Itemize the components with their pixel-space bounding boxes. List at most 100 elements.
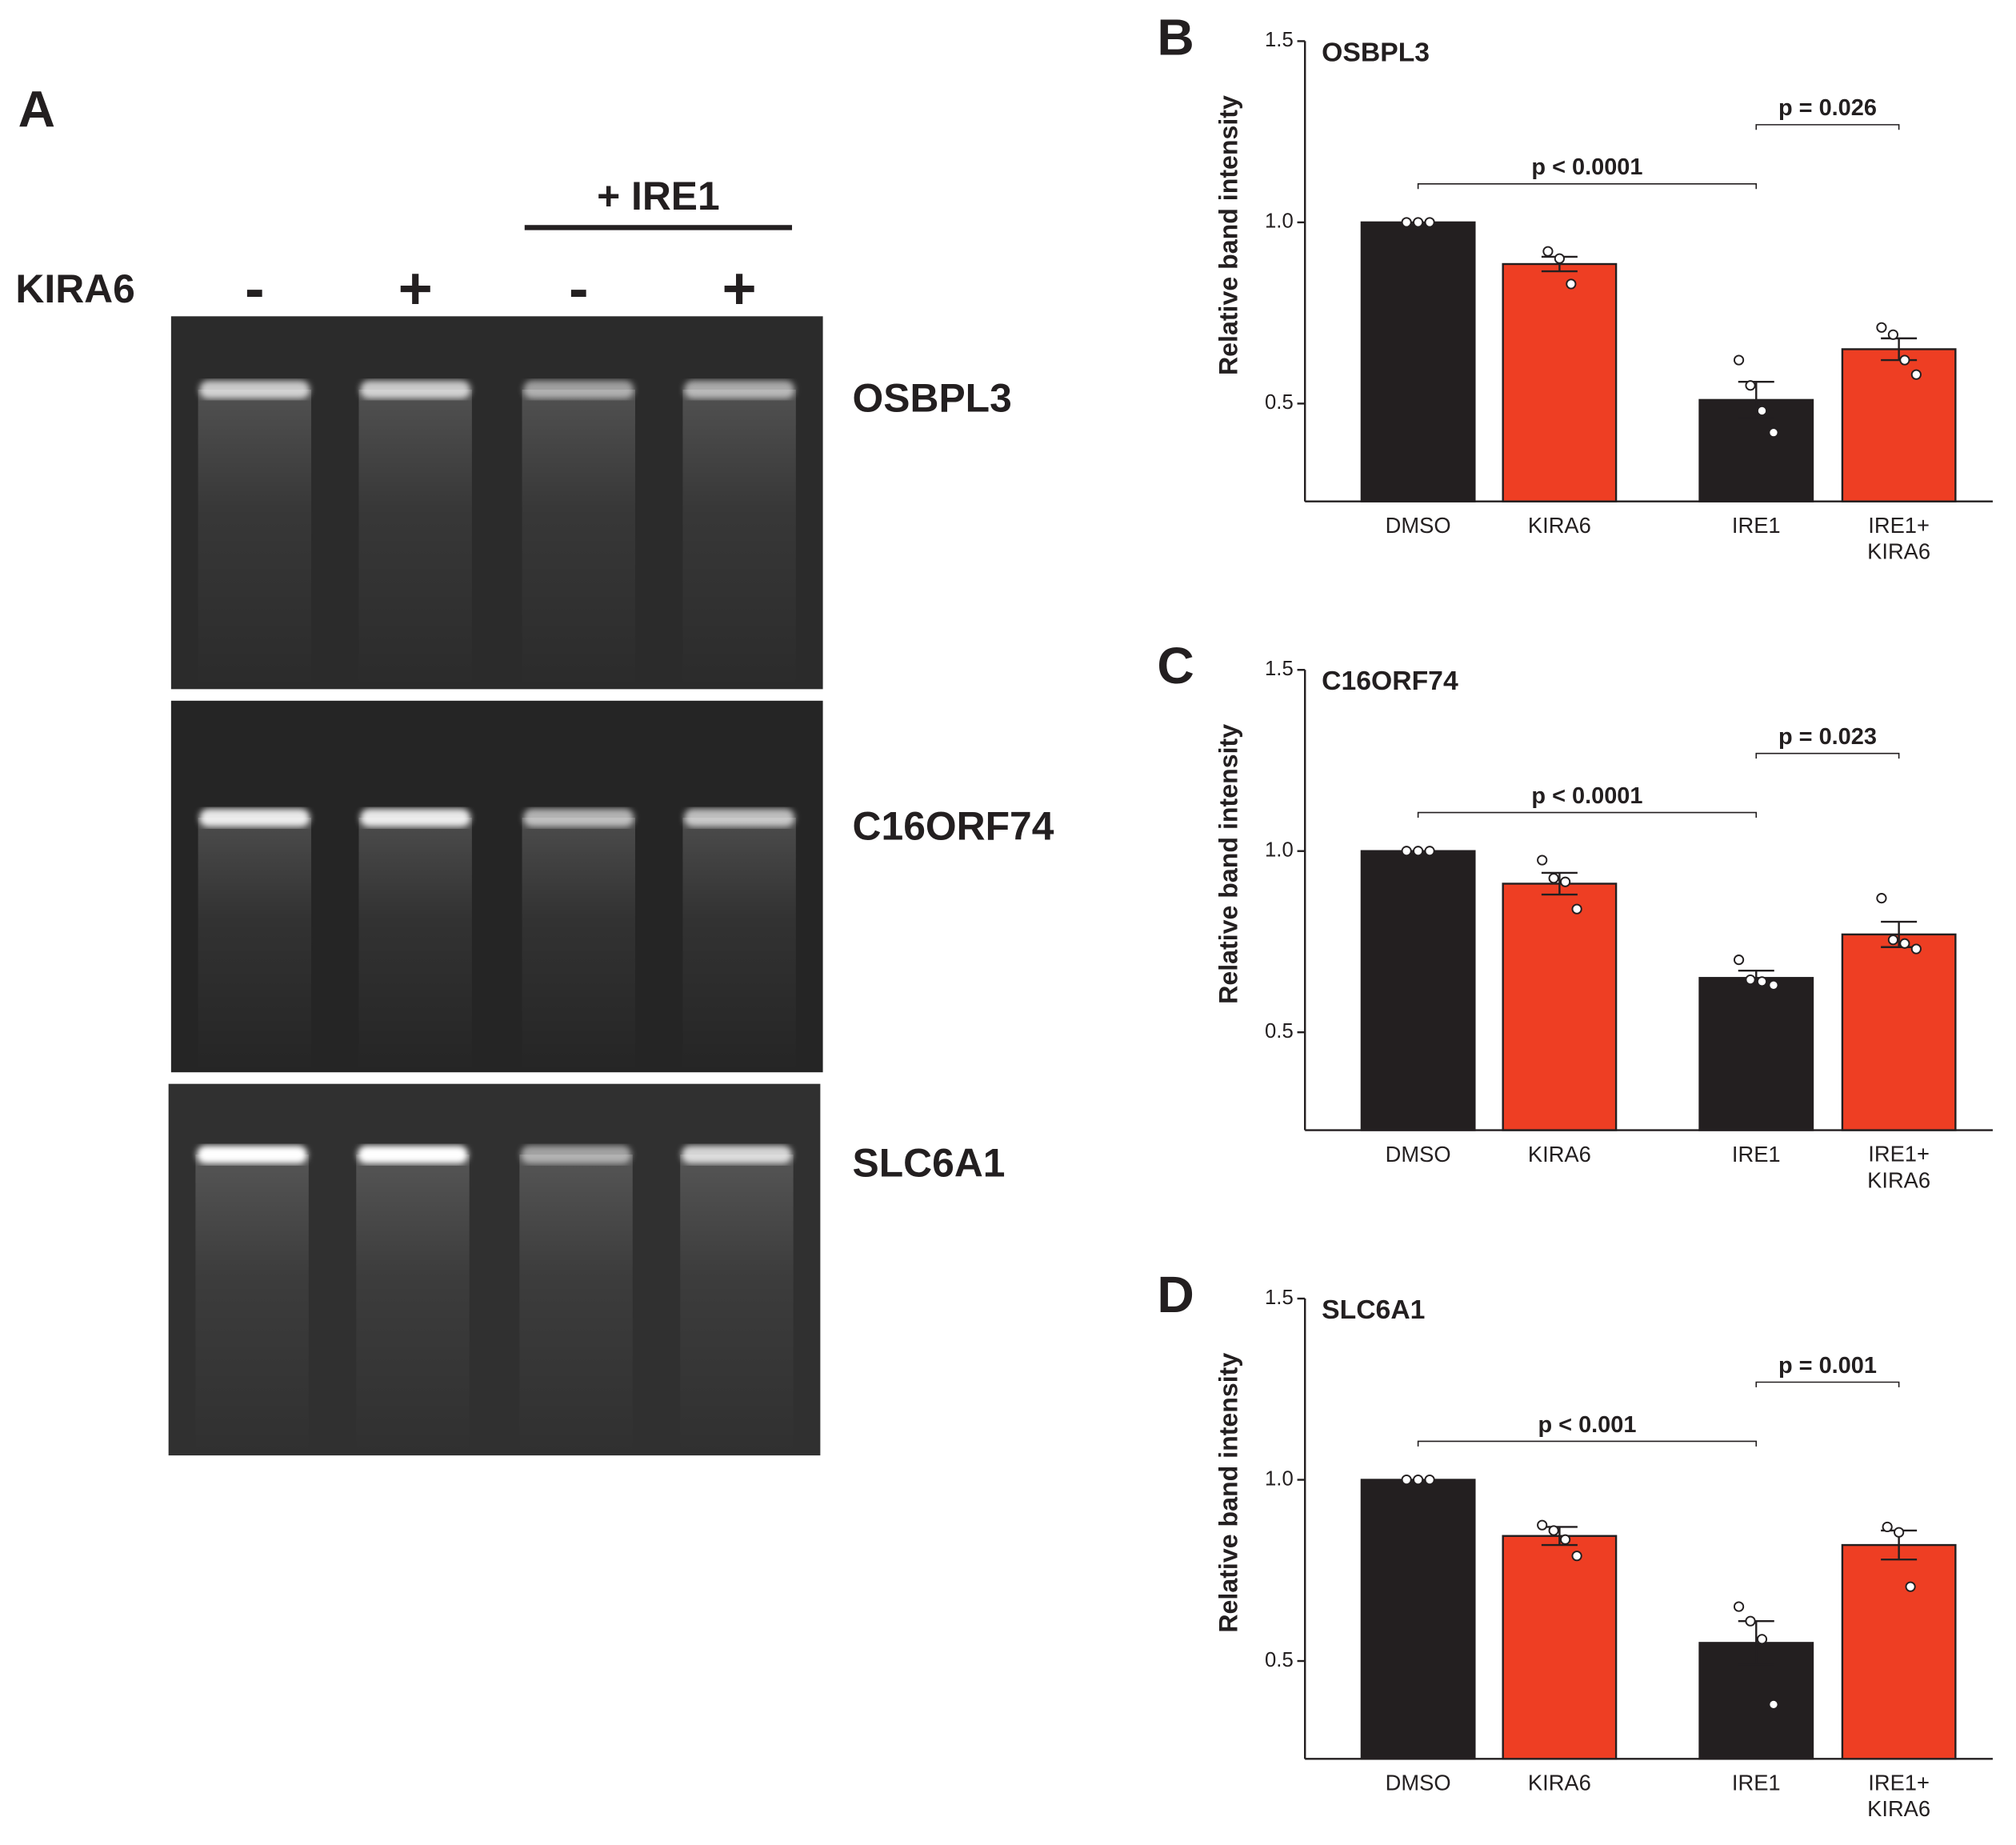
data-point: [1882, 1521, 1893, 1533]
band: [523, 380, 634, 399]
panel-letter: A: [18, 80, 55, 138]
data-point: [1733, 354, 1745, 366]
band: [199, 808, 310, 827]
lane-smear: [356, 1155, 470, 1457]
band: [523, 808, 634, 827]
p-value: p = 0.026: [1778, 95, 1877, 121]
data-point: [1733, 1601, 1745, 1612]
group-label: + IRE1: [597, 174, 720, 218]
comparison-bracket: [1755, 1381, 1900, 1387]
gel-panel: A + IRE1 KIRA6 - + - + OSBPL3 C16ORF74 SLC6A1: [15, 80, 1054, 1457]
sign: -: [245, 255, 265, 322]
panel-letter: C: [1157, 637, 1194, 694]
data-point: [1899, 354, 1910, 366]
data-point: [1424, 1474, 1435, 1486]
bar: [1698, 977, 1814, 1131]
x-tick-label: IRE1+ KIRA6: [1867, 1142, 1930, 1193]
comparison-bracket: [1755, 124, 1900, 130]
data-point: [1768, 979, 1779, 991]
data-point: [1745, 1615, 1756, 1627]
y-tick-label: 1.0: [1265, 210, 1294, 233]
data-point: [1566, 278, 1577, 290]
sign: +: [398, 255, 433, 322]
y-tick-label: 0.5: [1265, 1020, 1294, 1043]
x-tick-label: IRE1: [1732, 1771, 1781, 1795]
data-point: [1560, 1534, 1571, 1545]
y-tick-label: 1.5: [1265, 658, 1294, 680]
band: [684, 808, 795, 827]
bar: [1502, 1535, 1618, 1760]
row-label: C16ORF74: [853, 804, 1054, 849]
bar: [1360, 850, 1476, 1131]
data-point: [1424, 846, 1435, 857]
comparison-bracket: [1417, 182, 1758, 190]
treatment-label: KIRA6: [15, 266, 134, 311]
sign: +: [722, 255, 757, 322]
x-tick-label: DMSO: [1386, 513, 1451, 538]
data-point: [1768, 427, 1779, 438]
data-point: [1910, 369, 1922, 380]
sign: -: [569, 255, 589, 322]
y-tick-label: 1.0: [1265, 839, 1294, 862]
lane-smear: [522, 389, 635, 690]
y-tick-label: 1.5: [1265, 1287, 1294, 1309]
data-point: [1401, 217, 1412, 228]
p-value: p < 0.0001: [1531, 154, 1642, 180]
data-point: [1560, 876, 1571, 887]
data-point: [1571, 1551, 1582, 1562]
data-point: [1876, 322, 1887, 333]
bar: [1502, 262, 1618, 502]
comparison-bracket: [1755, 752, 1900, 759]
data-point: [1424, 217, 1435, 228]
x-tick-label: DMSO: [1386, 1771, 1451, 1795]
y-tick-label: 0.5: [1265, 391, 1294, 414]
data-point: [1537, 854, 1548, 866]
band: [684, 380, 795, 399]
row-label: OSBPL3: [853, 376, 1012, 421]
data-point: [1756, 405, 1768, 417]
data-point: [1910, 943, 1922, 955]
data-point: [1733, 955, 1745, 966]
data-point: [1571, 903, 1582, 914]
lane-smear: [358, 818, 472, 1074]
data-point: [1401, 846, 1412, 857]
bar: [1502, 882, 1618, 1131]
panel-letter: B: [1157, 8, 1194, 66]
band: [520, 1145, 632, 1164]
x-tick-label: IRE1: [1732, 1142, 1781, 1167]
lane-smear: [680, 1155, 794, 1457]
data-point: [1887, 935, 1898, 946]
row-label: SLC6A1: [853, 1141, 1006, 1186]
band: [199, 380, 310, 399]
x-tick-label: DMSO: [1386, 1142, 1451, 1167]
lane-smear: [522, 818, 635, 1074]
panel-letter: D: [1157, 1266, 1194, 1323]
bar: [1360, 1479, 1476, 1760]
data-point: [1537, 1519, 1548, 1531]
data-point: [1413, 217, 1424, 228]
comparison-bracket: [1417, 1440, 1758, 1447]
chart-title: SLC6A1: [1322, 1295, 1425, 1325]
x-tick-label: KIRA6: [1528, 1142, 1591, 1167]
chart-title: C16ORF74: [1322, 666, 1458, 696]
x-tick-label: IRE1+ KIRA6: [1867, 1771, 1930, 1822]
data-point: [1413, 846, 1424, 857]
bar: [1841, 348, 1957, 502]
comparison-bracket: [1417, 811, 1758, 818]
lane-smear: [682, 818, 796, 1074]
y-tick-label: 1.5: [1265, 29, 1294, 51]
p-value: p < 0.0001: [1531, 783, 1642, 809]
bar: [1360, 221, 1476, 502]
y-axis-label: Relative band intensity: [1214, 95, 1242, 375]
x-tick-label: KIRA6: [1528, 513, 1591, 538]
band: [357, 1145, 469, 1164]
data-point: [1894, 1527, 1905, 1538]
y-axis-label: Relative band intensity: [1214, 1353, 1242, 1633]
data-point: [1887, 329, 1898, 340]
p-value: p = 0.001: [1778, 1353, 1877, 1379]
data-point: [1548, 1525, 1559, 1536]
lane-smear: [519, 1155, 633, 1457]
lane-smear: [198, 818, 312, 1074]
band: [360, 808, 471, 827]
